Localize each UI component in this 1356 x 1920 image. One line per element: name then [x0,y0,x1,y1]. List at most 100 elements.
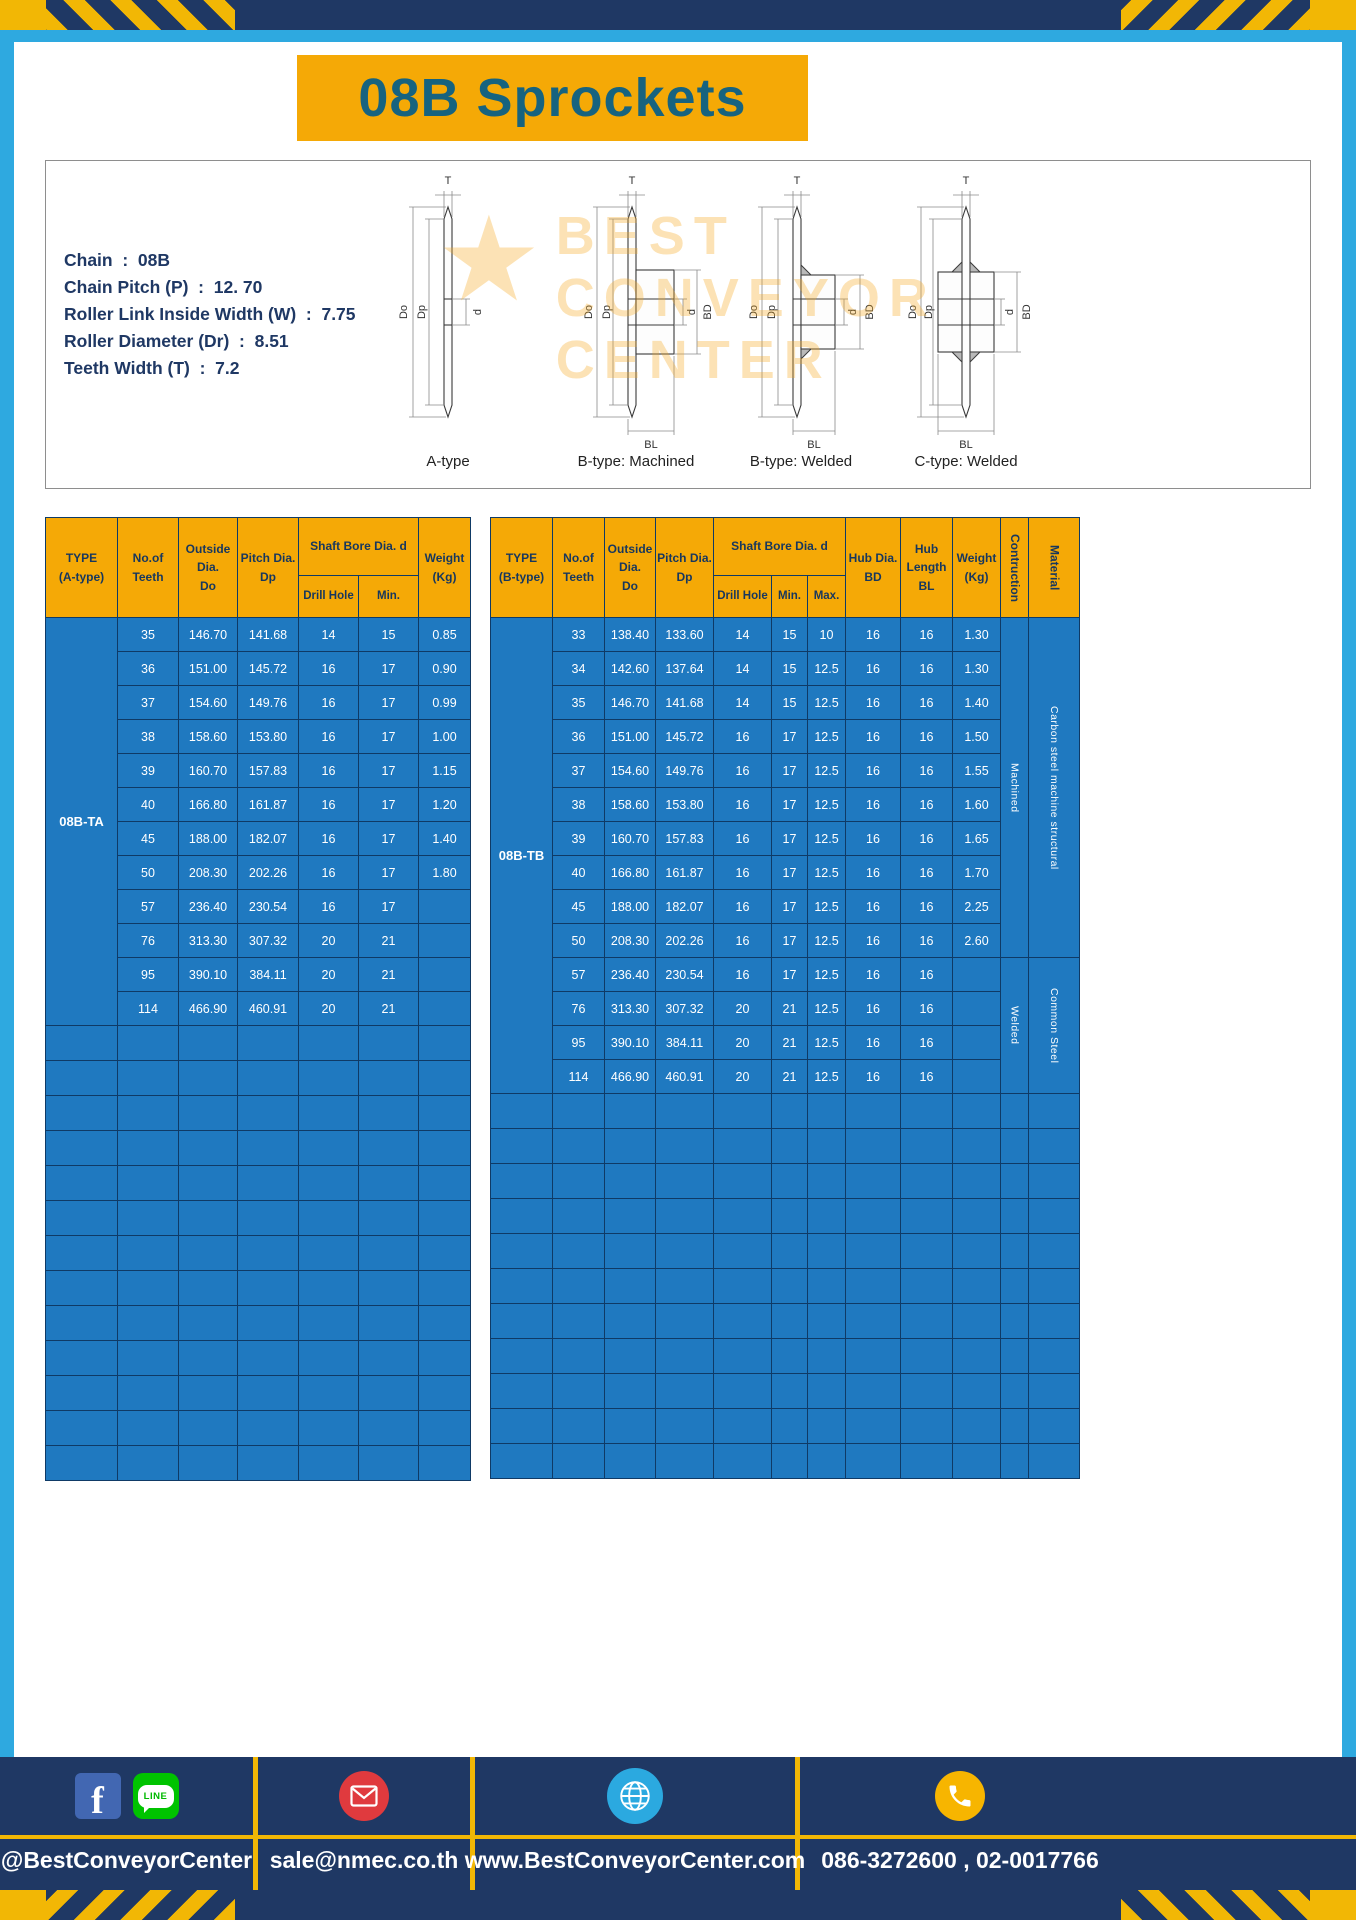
empty-cell [807,1303,846,1339]
line-icon[interactable]: LINE [132,1773,179,1819]
table-row: 95 390.10 384.11 20 21 12.5 16 16 [491,1025,1080,1060]
drawing-caption: C-type: Welded [914,453,1018,470]
cell: 17 [358,787,419,822]
empty-cell [952,1268,1001,1304]
globe-icon[interactable] [607,1768,663,1824]
cell: 1.30 [952,651,1001,686]
svg-text:Dp: Dp [416,305,428,319]
cell: 17 [358,753,419,788]
empty-cell [604,1443,656,1479]
cell: 17 [358,685,419,720]
empty-cell [298,1060,359,1096]
cell: 16 [845,957,901,992]
empty-cell [900,1128,953,1164]
cell: 50 [117,855,179,890]
phone-icon[interactable] [935,1771,985,1821]
footer-phone-numbers[interactable]: 086-3272600 , 02-0017766 [821,1847,1099,1873]
cell: 149.76 [655,753,714,788]
empty-cell [1028,1303,1080,1339]
col-header-pitch-dia: Pitch Dia. Dp [237,517,299,618]
construction-cell: Welded [1000,957,1029,1094]
col-header-min: Min. [771,575,808,618]
email-icon[interactable] [339,1771,389,1821]
cell [952,957,1001,992]
cell: 16 [900,719,953,754]
empty-cell [117,1025,179,1061]
cell: 16 [845,991,901,1026]
svg-text:Dp: Dp [923,305,935,319]
col-header-outside-dia: Outside Dia. Do [178,517,238,618]
cell: 16 [845,753,901,788]
empty-cell [1028,1233,1080,1269]
empty-cell [845,1268,901,1304]
cell: 161.87 [655,855,714,890]
cell: 17 [771,753,808,788]
cell: 16 [845,617,901,652]
facebook-icon[interactable]: f [74,1773,121,1819]
empty-cell [771,1443,808,1479]
empty-cell [1000,1303,1029,1339]
empty-cell [418,1375,471,1411]
cell: 307.32 [237,923,299,958]
empty-cell [178,1340,238,1376]
empty-row [490,1128,1080,1164]
empty-cell [358,1340,419,1376]
svg-text:BL: BL [644,439,657,451]
empty-cell [1028,1198,1080,1234]
empty-cell [952,1338,1001,1374]
svg-text:BD: BD [864,304,876,319]
cell: 17 [771,821,808,856]
empty-cell [418,1130,471,1166]
empty-cell [490,1443,553,1479]
cell: 151.00 [604,719,656,754]
empty-cell [178,1025,238,1061]
footer-email[interactable]: sale@nmec.co.th [269,1847,459,1873]
empty-cell [358,1200,419,1236]
cell: 1.40 [418,821,471,856]
empty-cell [552,1128,605,1164]
table-row: 40 166.80 161.87 16 17 12.5 16 16 1.70 [491,855,1080,890]
empty-cell [713,1268,772,1304]
cell: 236.40 [178,889,238,924]
content-area: 08B Sprockets Chain : 08B Chain Pitch (P… [14,42,1342,1757]
cell: 384.11 [237,957,299,992]
empty-cell [237,1060,299,1096]
empty-row [45,1270,471,1306]
empty-cell [845,1128,901,1164]
empty-row [490,1233,1080,1269]
empty-cell [1028,1163,1080,1199]
cell: 153.80 [237,719,299,754]
empty-cell [1028,1443,1080,1479]
empty-cell [604,1338,656,1374]
empty-cell [358,1270,419,1306]
footer-website[interactable]: www.BestConveyorCenter.com [464,1847,806,1873]
cell: 390.10 [604,1025,656,1060]
cell: 45 [552,889,605,924]
empty-cell [807,1338,846,1374]
cell: 16 [298,821,359,856]
empty-cell [45,1305,118,1341]
empty-row [45,1060,471,1096]
cell: 141.68 [655,685,714,720]
cell: 16 [298,651,359,686]
cell: 161.87 [237,787,299,822]
empty-cell [655,1198,714,1234]
empty-cell [604,1198,656,1234]
empty-row [45,1165,471,1201]
cell: 151.00 [178,651,238,686]
footer-social-handle[interactable]: @BestConveyorCenter [0,1847,253,1873]
empty-cell [1028,1093,1080,1129]
empty-cell [1000,1338,1029,1374]
table-row: 39 160.70 157.83 16 17 12.5 16 16 1.65 [491,821,1080,856]
empty-cell [1028,1268,1080,1304]
cell: 12.5 [807,719,846,754]
empty-cell [418,1025,471,1061]
cell: 157.83 [237,753,299,788]
table-row: 45 188.00 182.07 16 17 1.40 [46,821,471,856]
cell: 153.80 [655,787,714,822]
cell: 202.26 [237,855,299,890]
cell: 21 [771,1025,808,1060]
cell: 16 [298,685,359,720]
footer-divider-vertical [470,1757,475,1890]
empty-cell [418,1445,471,1481]
